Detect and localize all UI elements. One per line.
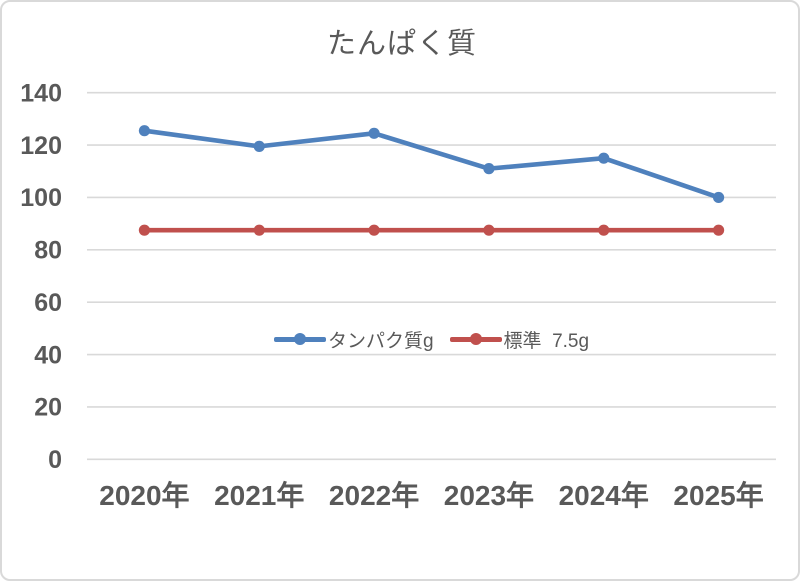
y-tick-label: 120 (20, 132, 62, 160)
y-tick-label: 100 (20, 184, 62, 212)
legend-label: タンパク質g (327, 330, 434, 352)
x-category-label: 2021年 (214, 479, 304, 511)
data-point-marker (368, 224, 380, 236)
data-point-marker (253, 224, 265, 236)
y-tick-label: 80 (34, 237, 62, 265)
y-tick-label: 40 (34, 341, 62, 369)
data-point-marker (483, 163, 495, 175)
data-point-marker (598, 224, 610, 236)
data-point-marker (712, 224, 725, 236)
x-category-label: 2022年 (329, 479, 419, 511)
data-point-marker (712, 191, 725, 204)
y-tick-label: 140 (20, 79, 62, 107)
legend-label: 標準 7.5g (503, 330, 590, 352)
legend-item-protein: タンパク質g (273, 326, 434, 353)
y-tick-label: 20 (34, 394, 62, 422)
data-point-marker (483, 224, 495, 236)
data-point-marker (368, 127, 380, 139)
y-tick-label: 60 (34, 289, 62, 317)
y-tick-label: 0 (48, 446, 62, 474)
x-category-label: 2023年 (444, 479, 534, 511)
line-marker-icon (273, 333, 326, 346)
x-category-label: 2020年 (99, 479, 189, 511)
series-line (142, 128, 721, 200)
legend-item-standard: 標準 7.5g (449, 326, 590, 353)
chart-title: たんぱく質 (326, 28, 477, 60)
data-point-marker (138, 125, 151, 137)
line-marker-icon (449, 333, 502, 346)
data-point-marker (253, 140, 265, 152)
legend: タンパク質g 標準 7.5g (87, 326, 776, 352)
x-category-label: 2024年 (559, 479, 649, 511)
data-point-marker (138, 224, 151, 236)
data-point-marker (598, 152, 610, 164)
x-category-label: 2025年 (673, 479, 763, 511)
